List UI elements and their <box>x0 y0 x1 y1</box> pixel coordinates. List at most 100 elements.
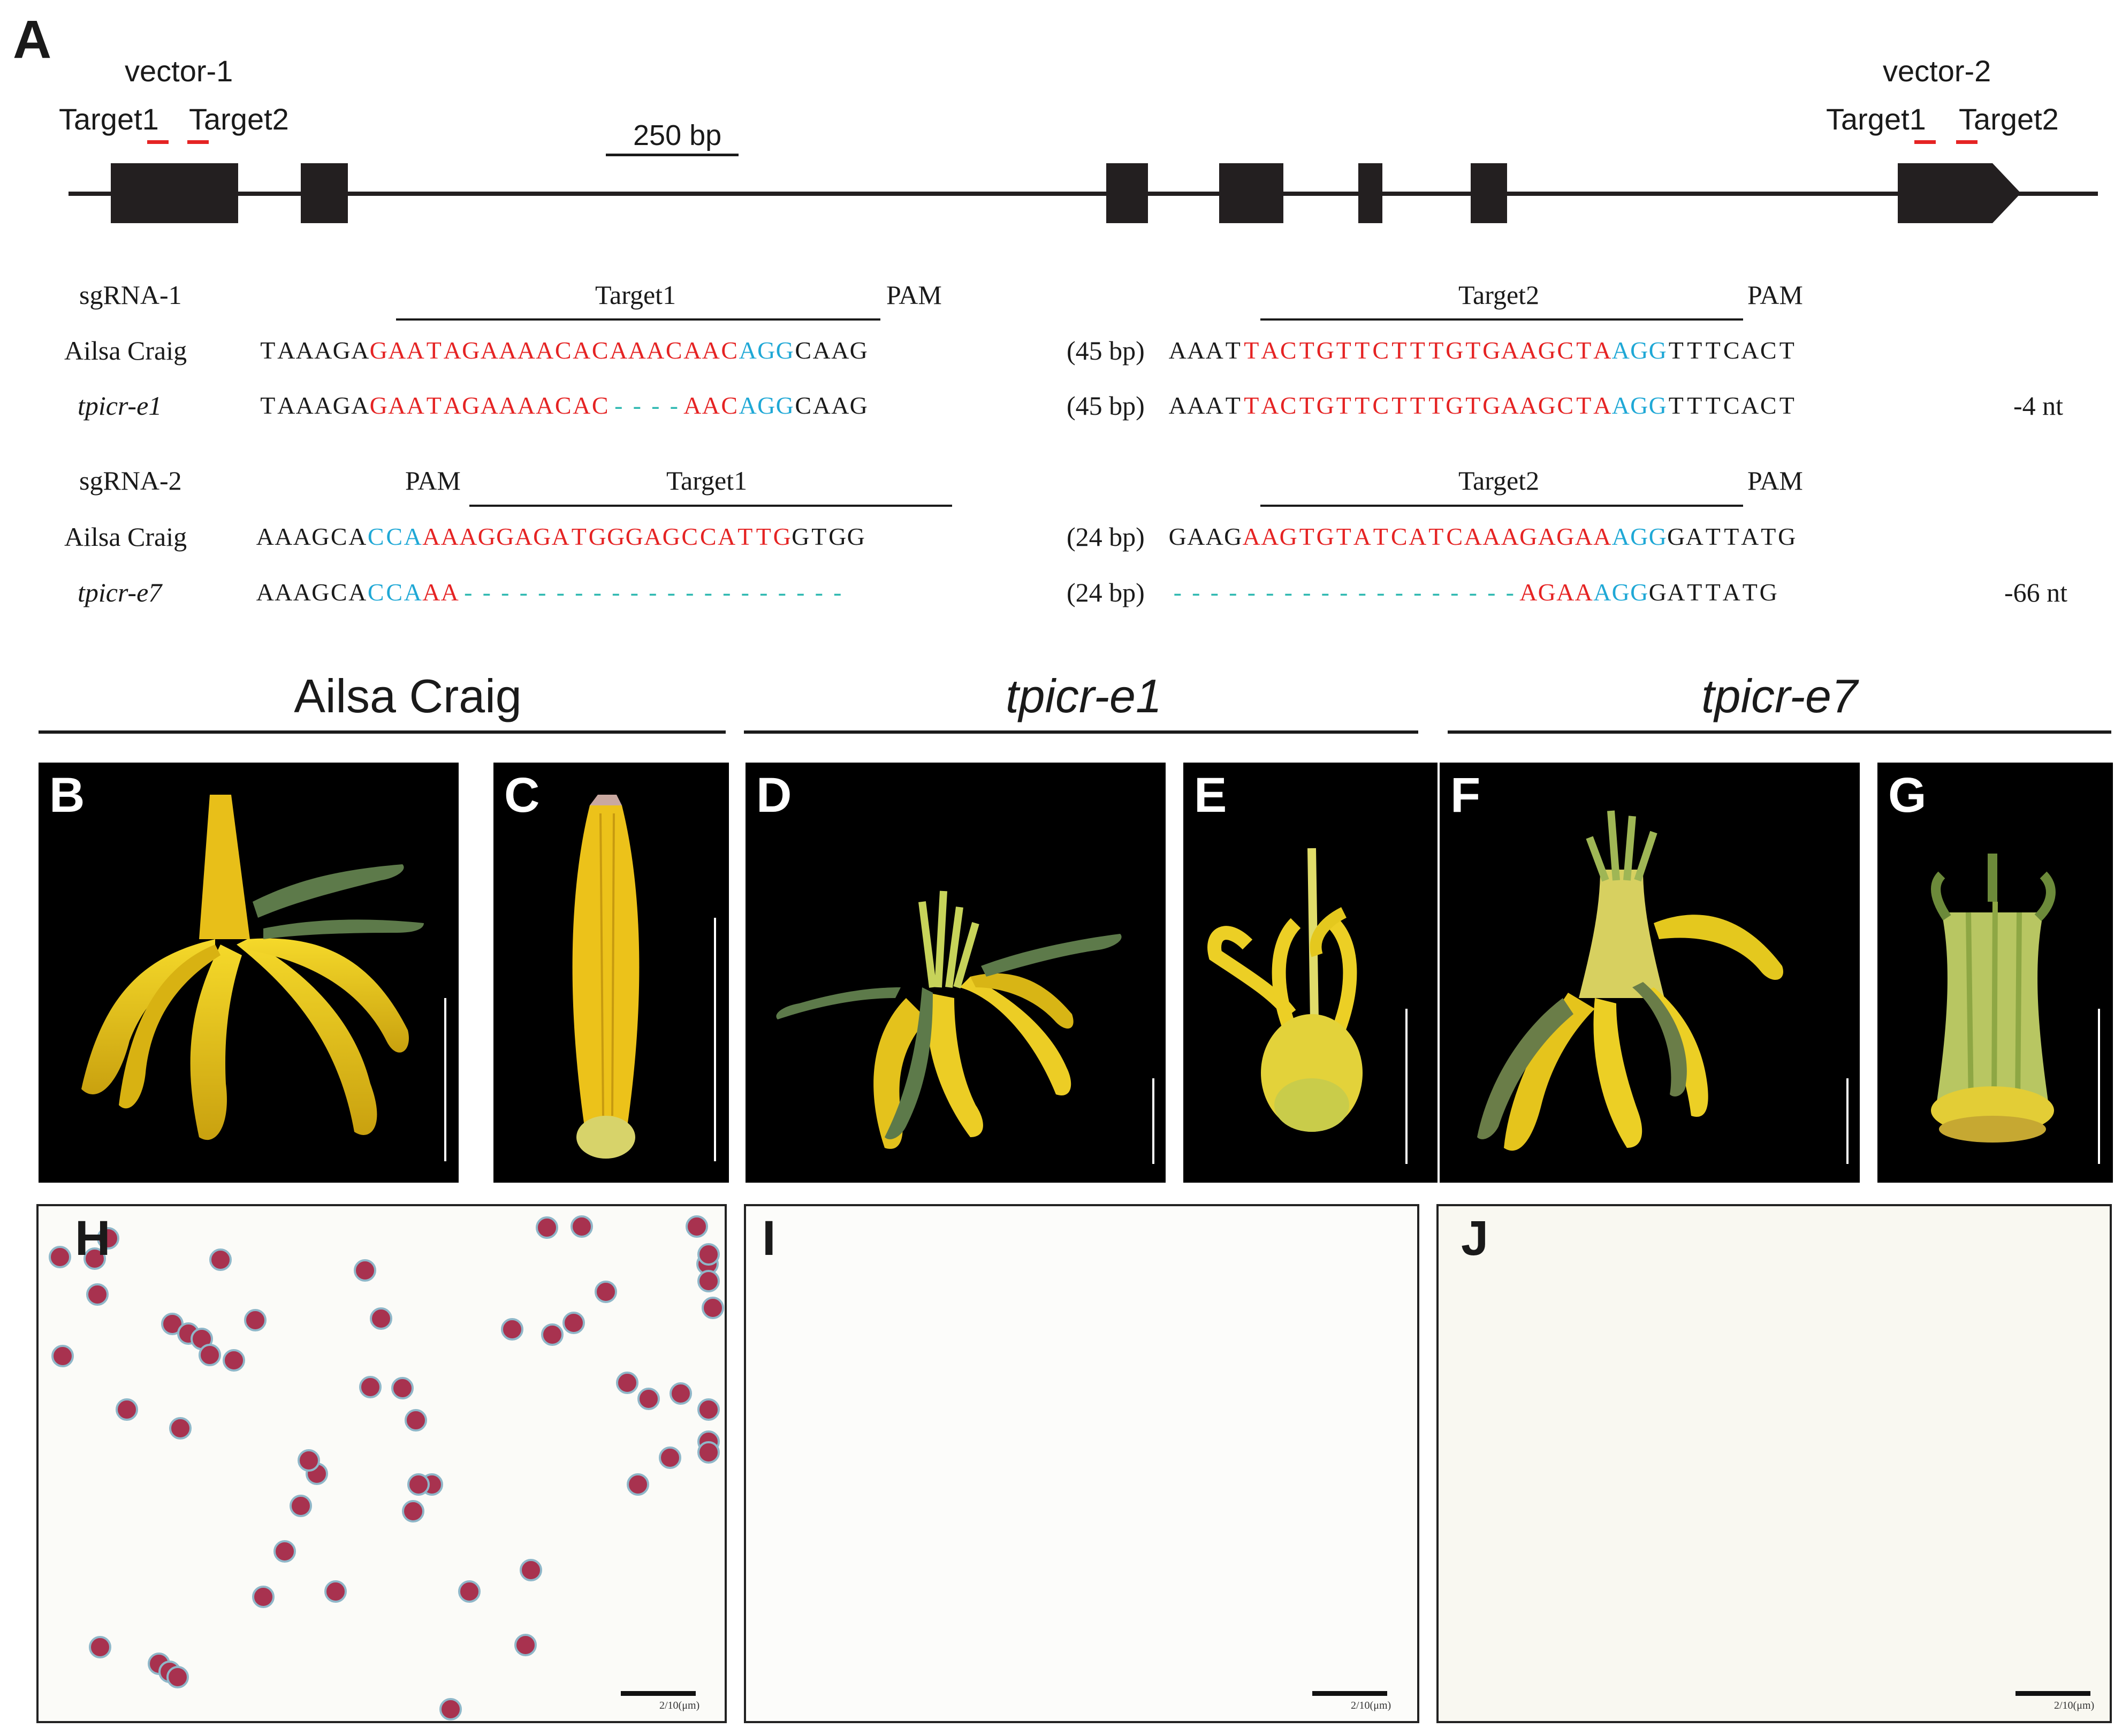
nucleotide: T <box>1428 523 1444 550</box>
nucleotide: A <box>1261 523 1279 550</box>
nucleotide: T <box>1244 337 1259 364</box>
nucleotide: A <box>275 578 293 606</box>
sgrna1-wt-left-seq: TAAAGAGAATAGAAAACACAAACAACAGGCAAG <box>258 338 868 363</box>
nucleotide: T <box>1724 523 1739 550</box>
gene-model <box>69 163 2098 223</box>
sgrna2-wt-label: Ailsa Craig <box>64 522 187 552</box>
nucleotide: G <box>757 392 775 419</box>
nucleotide: C <box>1760 392 1777 419</box>
nucleotide: G <box>849 337 868 364</box>
sgrna2-target1-label: Target1 <box>666 466 748 496</box>
nucleotide: A <box>1556 578 1575 606</box>
nucleotide: A <box>536 392 554 419</box>
photo-panel-b <box>39 763 459 1183</box>
panel-label-d: D <box>756 768 792 823</box>
nucleotide: A <box>1353 523 1371 550</box>
nucleotide: A <box>1685 523 1703 550</box>
nucleotide: G <box>332 392 351 419</box>
nucleotide: - <box>575 578 583 606</box>
nucleotide: T <box>1576 392 1592 419</box>
nucleotide: T <box>1391 337 1407 364</box>
nucleotide: T <box>1410 392 1425 419</box>
sgrna2-mut-left-seq: AAAGCACCAAA - - - - - - - - - - - - - - - - - - - - - <box>256 580 847 605</box>
nucleotide: C <box>1446 523 1463 550</box>
nucleotide: - <box>778 578 786 606</box>
nucleotide: A <box>739 392 757 419</box>
nucleotide: A <box>293 523 311 550</box>
nucleotide: - <box>1376 578 1385 606</box>
nucleotide: - <box>1450 578 1459 606</box>
nucleotide: C <box>1557 337 1574 364</box>
pollen-grains <box>49 1215 724 1720</box>
nucleotide: C <box>367 578 384 606</box>
pollen-grain <box>166 1666 189 1688</box>
nucleotide: G <box>1224 523 1242 550</box>
target-mark <box>1914 140 1936 144</box>
pollen-grain <box>571 1215 593 1238</box>
nucleotide: G <box>462 337 480 364</box>
pollen-grain <box>354 1259 376 1282</box>
nucleotide: G <box>849 392 868 419</box>
nucleotide: A <box>293 578 311 606</box>
nucleotide: G <box>1316 392 1334 419</box>
nucleotide: A <box>517 392 535 419</box>
nucleotide: A <box>1205 337 1223 364</box>
sgrna1-pam1-label: PAM <box>886 280 942 310</box>
nucleotide: A <box>277 392 295 419</box>
scale-bar <box>621 1691 696 1696</box>
sgrna1-target1-label: Target1 <box>595 280 676 310</box>
nucleotide: G <box>625 523 643 550</box>
micro-scale-label: 2/10(μm) <box>2054 1700 2095 1711</box>
nucleotide: C <box>554 337 572 364</box>
nucleotide: G <box>1759 578 1777 606</box>
nucleotide: C <box>330 523 347 550</box>
nucleotide: A <box>1501 392 1519 419</box>
nucleotide: G <box>1538 392 1556 419</box>
nucleotide: G <box>369 337 387 364</box>
scale-bar <box>444 998 446 1161</box>
nucleotide: A <box>404 523 422 550</box>
scale-bar <box>1405 1009 1408 1164</box>
nucleotide: T <box>1465 392 1481 419</box>
pollen-grain <box>290 1495 312 1517</box>
pollen-grain <box>595 1281 617 1303</box>
nucleotide: G <box>1630 392 1648 419</box>
nucleotide: G <box>1630 578 1648 606</box>
nucleotide: A <box>480 392 498 419</box>
nucleotide: T <box>1225 337 1241 364</box>
nucleotide: T <box>1410 337 1425 364</box>
nucleotide: A <box>422 523 440 550</box>
panel-label-i: I <box>762 1211 776 1266</box>
nucleotide: A <box>480 337 498 364</box>
scale-bar-label: 250 bp <box>633 119 722 151</box>
genotype-divider-2 <box>744 730 1418 734</box>
nucleotide: T <box>1705 578 1721 606</box>
micrograph-panel-h: 2/10(μm) <box>36 1204 727 1723</box>
sgrna2-label: sgRNA-2 <box>79 466 182 496</box>
nucleotide: C <box>367 523 384 550</box>
flower-image <box>1477 810 1783 1151</box>
nucleotide: A <box>1501 337 1519 364</box>
pollen-grain <box>407 1473 430 1496</box>
nucleotide: A <box>348 578 367 606</box>
scale-bar <box>2098 1009 2100 1164</box>
nucleotide: G <box>1611 578 1630 606</box>
nucleotide: A <box>277 337 295 364</box>
genotype-header-3: tpicr-e7 <box>1701 669 1858 722</box>
nucleotide: - <box>1413 578 1422 606</box>
flower-dissected-image <box>1931 854 2056 1143</box>
nucleotide: T <box>1355 337 1370 364</box>
nucleotide: - <box>1173 578 1182 606</box>
nucleotide: A <box>718 523 736 550</box>
nucleotide: A <box>739 337 757 364</box>
nucleotide: G <box>1630 523 1648 550</box>
sgrna2-wt-left-seq: AAAGCACCAAAAGGAGATGGGAGCCAT TGGTGG <box>256 524 865 549</box>
micro-scale-label: 2/10(μm) <box>659 1700 700 1711</box>
nucleotide: A <box>1593 523 1611 550</box>
nucleotide: A <box>1538 523 1556 550</box>
nucleotide: C <box>1723 392 1740 419</box>
nucleotide: - <box>1340 578 1348 606</box>
pollen-grain <box>51 1345 74 1367</box>
sgrna2-wt-right-seq: GAAGAAGTGTAT CAT CAAAGAGAAAGGGAT TATG <box>1168 524 1796 549</box>
nucleotide: G <box>1556 523 1575 550</box>
